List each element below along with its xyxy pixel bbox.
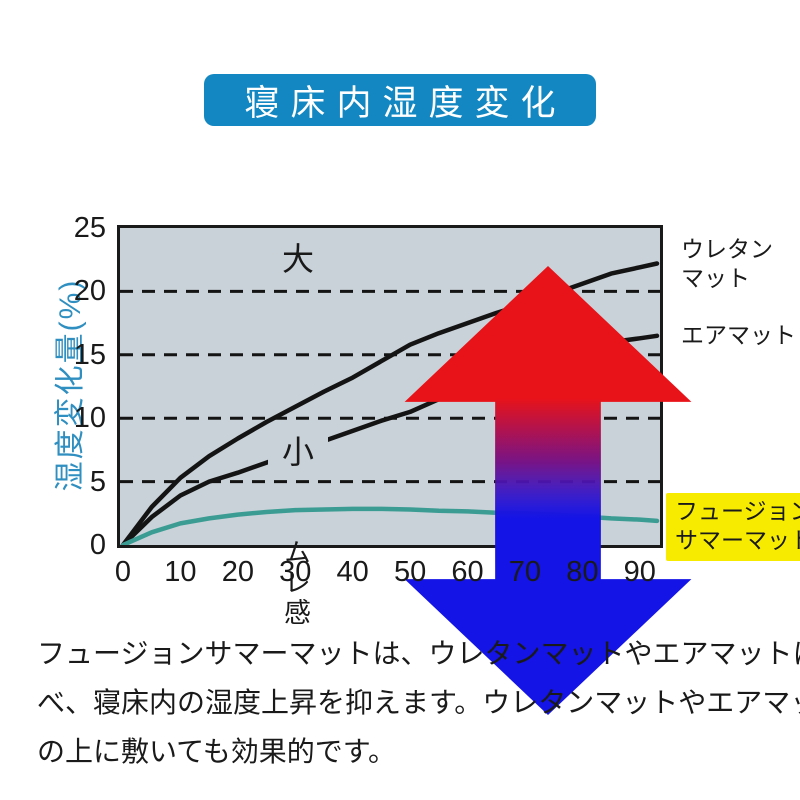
annotation-large-label: 大 [268,242,328,276]
legend-air-line1: エアマット [681,322,796,348]
description-line-1: フュージョンサマーマットは、ウレタンマットやエアマットに比 [37,638,800,669]
chart-title-banner: 寝床内湿度変化 [204,74,596,126]
x-tick-70: 70 [508,556,542,588]
legend-fusion-line1: フュージョン [675,498,800,524]
x-tick-10: 10 [164,556,197,588]
description-line-3: の上に敷いても効果的です。 [37,736,396,767]
down-arrow-icon [404,398,692,715]
chart-title-text: 寝床内湿度変化 [244,83,567,123]
legend-air-mat: エアマット [681,321,796,350]
curve-ウレタンマット [120,261,660,545]
legend-fusion-line2: サマーマット [675,527,800,553]
y-tick-0: 0 [89,529,106,561]
y-tick-15: 15 [73,338,106,371]
description-paragraph: フュージョンサマーマットは、ウレタンマットやエアマットに比 べ、寝床内の湿度上昇… [37,629,800,776]
x-tick-0: 0 [114,556,132,588]
y-tick-10: 10 [73,402,106,435]
legend-urethane-line2: マット [681,265,750,291]
legend-urethane-line1: ウレタン [681,236,773,262]
x-tick-30: 30 [279,556,312,588]
x-tick-50: 50 [393,556,427,588]
description-line-2: べ、寝床内の湿度上昇を抑えます。ウレタンマットやエアマット [37,687,800,718]
legend-fusion-summer-mat: フュージョン サマーマット [666,493,800,561]
x-tick-40: 40 [336,556,369,588]
y-tick-20: 20 [73,275,106,308]
y-tick-5: 5 [89,465,106,498]
plot-area: 大 ムレ感 小 [117,225,692,715]
annotation-small-label: 小 [268,435,328,469]
x-tick-20: 20 [221,556,254,588]
x-tick-60: 60 [451,556,484,588]
x-tick-80: 80 [566,556,599,588]
y-tick-25: 25 [73,212,106,244]
annotation-stuffiness-label: ムレ感 [280,538,310,628]
x-tick-90: 90 [623,556,656,588]
legend-urethane-mat: ウレタン マット [681,235,773,293]
